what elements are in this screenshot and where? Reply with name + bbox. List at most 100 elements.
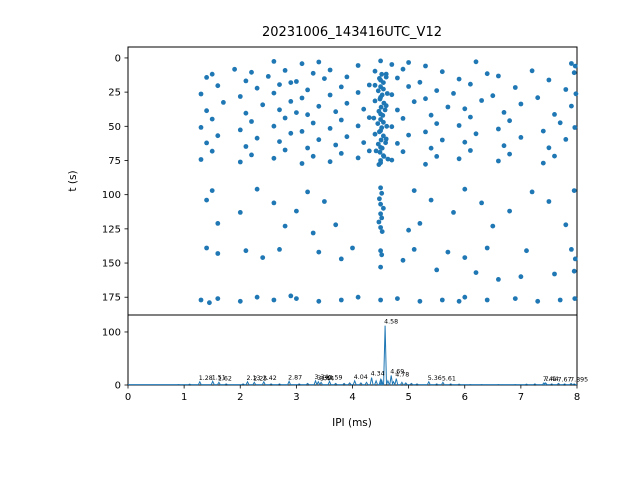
scatter-point — [434, 267, 440, 273]
scatter-point — [344, 134, 350, 140]
scatter-point — [198, 91, 204, 97]
scatter-point — [310, 120, 316, 126]
scatter-point — [379, 145, 385, 151]
scatter-point — [333, 142, 339, 148]
y-tick-label: 50 — [108, 122, 121, 133]
scatter-point — [379, 215, 385, 221]
scatter-point — [209, 188, 215, 194]
scatter-point — [383, 74, 389, 80]
scatter-point — [378, 201, 383, 207]
scatter-point — [428, 145, 434, 151]
scatter-point — [237, 159, 243, 165]
scatter-point — [322, 199, 327, 204]
scatter-point — [484, 297, 490, 303]
scatter-point — [546, 77, 552, 83]
hist-peak-labels: 1.281.511.62 2.132.252.42 2.87 3.343.393.44… — [199, 319, 588, 384]
y-tick-label: 75 — [108, 156, 121, 167]
scatter-point — [338, 151, 344, 156]
scatter-point — [277, 82, 282, 87]
scatter-point — [254, 135, 260, 141]
scatter-point — [310, 153, 316, 159]
scatter-point — [456, 298, 462, 304]
x-tick-label: 8 — [574, 392, 580, 403]
scatter-point — [373, 148, 379, 154]
scatter-point — [496, 158, 501, 164]
scatter-point — [379, 92, 385, 98]
scatter-point — [439, 137, 445, 143]
scatter-point — [552, 271, 557, 277]
scatter-point — [381, 154, 387, 159]
scatter-point — [271, 155, 277, 161]
scatter-point — [327, 125, 333, 131]
scatter-point — [417, 79, 423, 85]
x-tick-label: 1 — [181, 392, 187, 403]
scatter-point — [282, 115, 288, 121]
scatter-point — [316, 103, 322, 109]
peak-annotation: 4.69 — [390, 369, 404, 376]
peak-annotation: 2.42 — [263, 375, 277, 382]
scatter-point — [529, 189, 535, 195]
peak-annotation: 1.28 — [199, 375, 213, 382]
scatter-point — [501, 110, 507, 115]
scatter-point — [372, 131, 378, 137]
y-tick-label: 175 — [102, 293, 121, 304]
scatter-point — [546, 199, 552, 204]
scatter-point — [378, 185, 383, 191]
scatter-point — [376, 108, 382, 114]
x-tick-label: 5 — [405, 392, 411, 403]
scatter-point — [282, 147, 288, 153]
scatter-point — [260, 255, 266, 260]
peak-annotation: 5.61 — [442, 375, 456, 382]
scatter-point — [507, 151, 512, 157]
scatter-point — [501, 143, 507, 149]
scatter-point — [384, 123, 390, 129]
scatter-point — [294, 208, 299, 214]
scatter-point — [384, 91, 390, 96]
peak-annotation: 2.13 — [247, 375, 261, 382]
x-tick-label: 4 — [349, 392, 355, 403]
scatter-point — [209, 148, 215, 154]
peak-annotation: 4.78 — [395, 372, 409, 379]
scatter-point — [316, 298, 322, 304]
peak-annotation: 7.895 — [570, 376, 588, 383]
peak-annotation: 3.59 — [329, 374, 343, 381]
scatter-point — [243, 248, 249, 254]
scatter-point — [439, 69, 445, 75]
scatter-point — [423, 161, 428, 167]
x-tick-label: 0 — [125, 392, 131, 403]
scatter-point — [507, 118, 512, 124]
scatter-point — [338, 297, 344, 303]
scatter-point — [378, 137, 384, 143]
scatter-point — [456, 123, 462, 128]
peak-annotation: 2.87 — [288, 374, 302, 381]
scatter-point — [327, 159, 333, 165]
scatter-point — [355, 123, 361, 129]
y-tick-label: 25 — [108, 88, 121, 99]
scatter-point — [428, 112, 434, 118]
scatter-point — [333, 109, 339, 115]
scatter-point — [344, 74, 350, 80]
scatter-point — [552, 112, 557, 117]
scatter-point — [271, 297, 277, 303]
scatter-point — [406, 84, 411, 89]
scatter-point — [512, 85, 518, 90]
scatter-point — [389, 124, 395, 130]
scatter-point — [198, 157, 204, 162]
scatter-point — [395, 296, 400, 301]
scatter-point — [456, 156, 462, 162]
scatter-point — [378, 248, 383, 254]
scatter-point — [462, 294, 468, 300]
scatter-point — [355, 155, 361, 161]
scatter-point — [299, 161, 305, 166]
scatter-point — [462, 186, 468, 192]
y-tick-label: 0 — [115, 53, 121, 64]
scatter-point — [385, 156, 391, 162]
scatter-point — [462, 139, 468, 145]
peak-annotation: 4.04 — [354, 374, 368, 381]
x-tick-label: 2 — [237, 392, 243, 403]
scatter-point — [389, 62, 395, 67]
scatter-point — [434, 154, 440, 159]
scatter-point — [518, 274, 524, 280]
scatter-point — [377, 129, 382, 135]
